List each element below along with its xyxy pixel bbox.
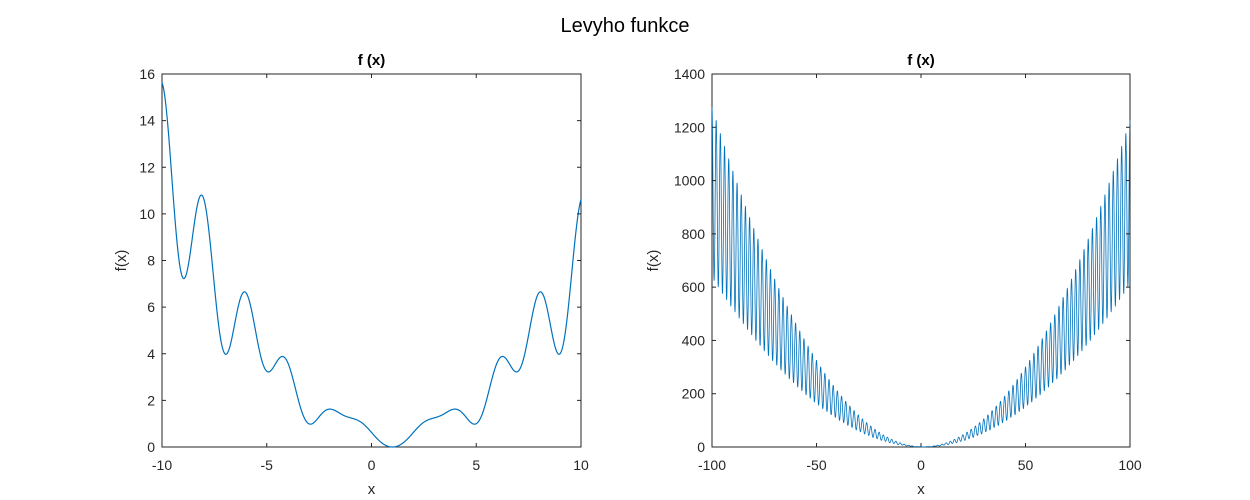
right-plot-y-tick-label: 0 — [697, 439, 705, 455]
right-plot-area — [711, 73, 1131, 448]
right-plot: f (x) -100 -50 0 50 100020040060080010001200… — [645, 52, 1142, 498]
right-plot-y-label: f(x) — [645, 250, 662, 272]
right-plot-y-tick-label: 200 — [682, 386, 706, 402]
left-plot-x-tick-label: 0 — [368, 457, 376, 473]
right-plot-y-tick-label: 400 — [682, 332, 706, 348]
right-plot-title: f (x) — [907, 52, 935, 69]
left-plot-y-tick-label: 8 — [147, 253, 155, 269]
right-plot-x-label: x — [917, 481, 925, 498]
right-plot-y-tick-label: 1400 — [674, 66, 705, 82]
left-plot-y-tick-label: 14 — [139, 113, 155, 129]
right-plot-y-tick-label: 800 — [682, 226, 706, 242]
left-plot-y-tick-label: 12 — [139, 159, 155, 175]
left-plot-x-tick-label: -10 — [152, 457, 172, 473]
left-plot: f (x) -10 -5 0 5 10 0 2 4 6 8 10 12 14 16 x f(x) — [113, 52, 589, 498]
left-plot-title: f (x) — [358, 52, 386, 69]
right-plot-x-tick-label: -100 — [698, 457, 726, 473]
left-plot-x-label: x — [368, 481, 376, 498]
left-plot-x-tick-label: 5 — [472, 457, 480, 473]
left-plot-area — [161, 73, 582, 448]
right-plot-x-tick-label: 0 — [917, 457, 925, 473]
right-plot-y-tick-label: 1000 — [674, 173, 705, 189]
right-plot-y-tick-label: 1200 — [674, 119, 705, 135]
left-plot-x-tick-label: -5 — [261, 457, 274, 473]
left-plot-y-tick-label: 2 — [147, 392, 155, 408]
left-plot-y-tick-label: 16 — [139, 66, 155, 82]
right-plot-x-tick-label: 50 — [1018, 457, 1034, 473]
left-plot-y-tick-label: 10 — [139, 206, 155, 222]
figure-title: Levyho funkce — [561, 15, 690, 37]
left-plot-y-tick-label: 0 — [147, 439, 155, 455]
left-plot-y-label: f(x) — [113, 250, 130, 272]
left-plot-y-tick-label: 4 — [147, 346, 155, 362]
right-plot-x-tick-label: -50 — [806, 457, 826, 473]
left-plot-y-tick-label: 6 — [147, 299, 155, 315]
left-plot-series-line — [161, 82, 582, 448]
right-plot-y-tick-label: 600 — [682, 279, 706, 295]
left-plot-x-tick-label: 10 — [573, 457, 589, 473]
right-plot-x-tick-label: 100 — [1118, 457, 1142, 473]
